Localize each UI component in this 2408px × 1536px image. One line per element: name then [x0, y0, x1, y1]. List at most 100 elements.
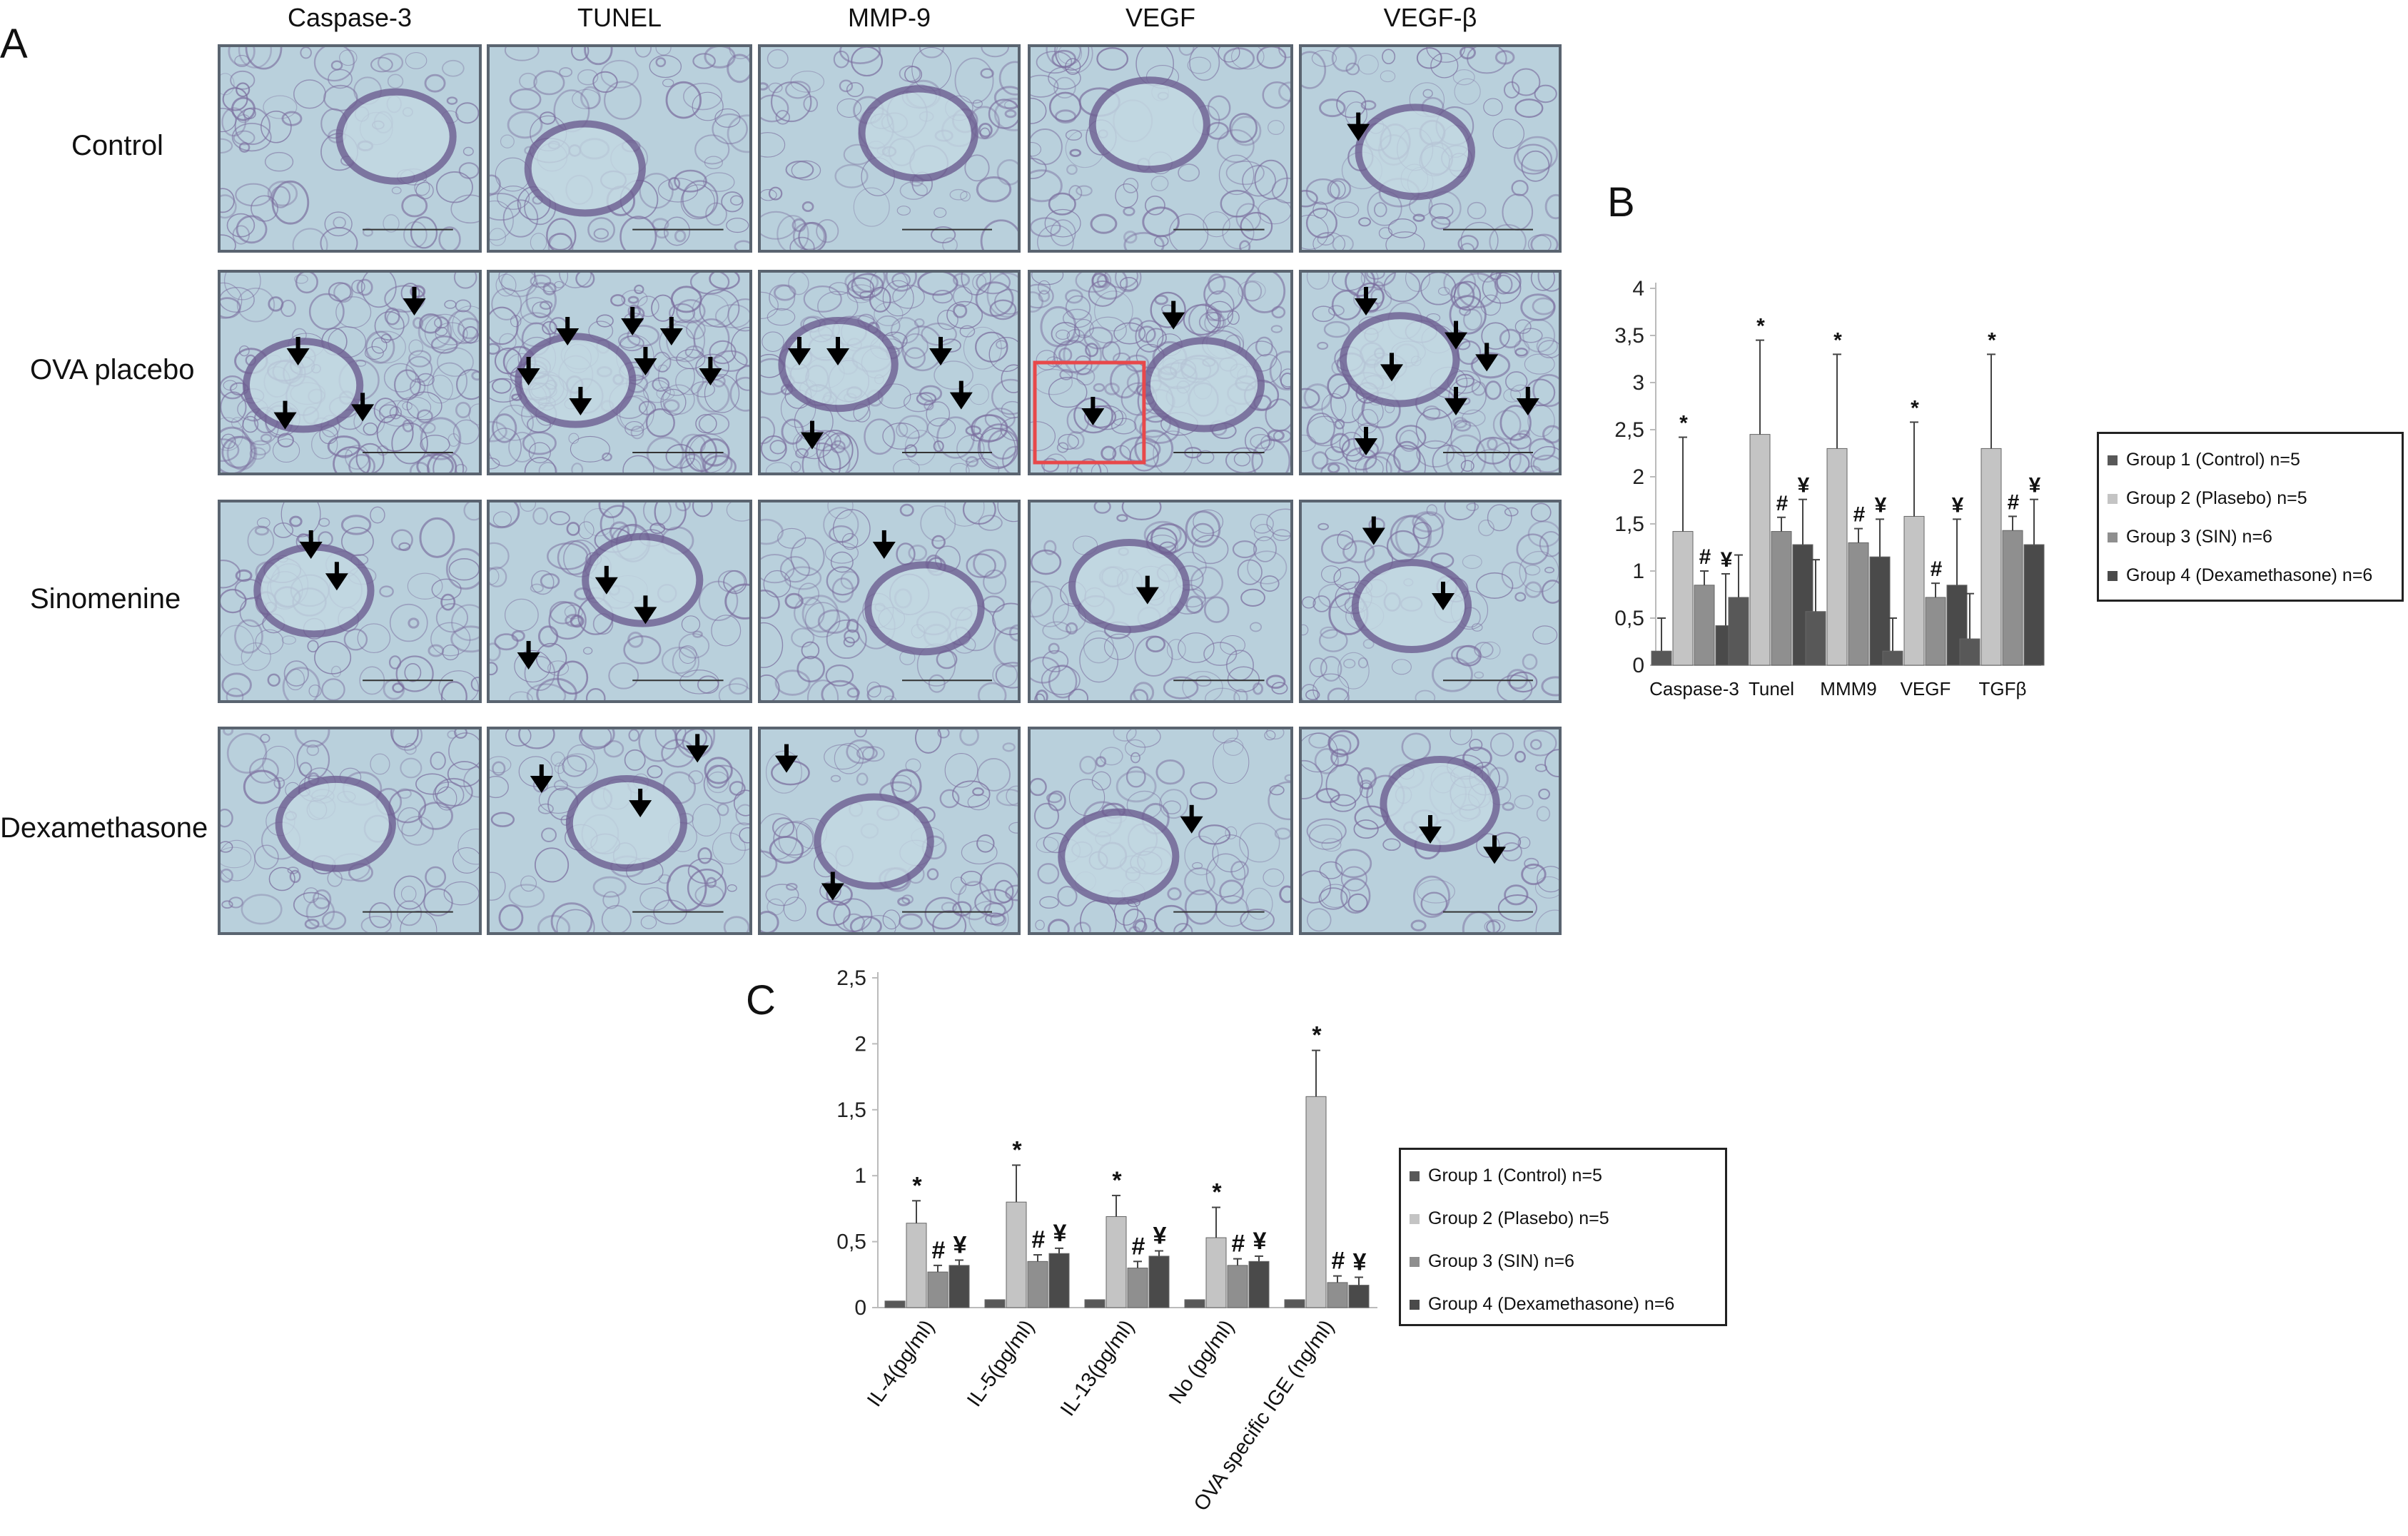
tissue-cell — [490, 228, 507, 246]
tissue-cell — [233, 130, 256, 146]
tissue-cell — [1068, 688, 1089, 700]
tissue-cell — [1048, 642, 1060, 655]
tissue-cell — [692, 91, 724, 121]
tissue-cell — [598, 502, 624, 519]
bar-vegf-group3 — [1925, 597, 1946, 666]
tissue-cell — [1042, 650, 1069, 672]
bar-caspase-3-group1 — [1651, 650, 1672, 666]
arrow-icon — [1516, 387, 1539, 415]
tissue-cell — [438, 670, 479, 700]
bar-vegf-group1 — [1882, 650, 1903, 666]
legend-swatch — [1410, 1256, 1420, 1267]
tissue-cell — [223, 273, 261, 300]
tissue-cell — [221, 808, 233, 828]
tissue-cell — [495, 273, 517, 297]
tissue-cell — [300, 47, 312, 59]
tissue-cell — [1104, 633, 1134, 660]
y-tick-label: 3 — [1632, 371, 1644, 395]
tissue-cell — [295, 273, 318, 294]
tissue-cell — [899, 503, 914, 517]
tissue-cell — [1031, 421, 1056, 452]
tissue-cell — [1514, 348, 1528, 357]
tissue-cell — [959, 729, 979, 747]
tissue-cell — [1065, 129, 1083, 141]
tissue-cell — [792, 222, 826, 250]
tissue-cell — [260, 733, 270, 743]
tissue-cell — [1429, 203, 1454, 219]
tissue-cell — [1327, 729, 1360, 756]
tissue-cell — [624, 749, 646, 771]
significance-marker: * — [1911, 396, 1919, 420]
tissue-cell — [669, 303, 696, 323]
airway-wall — [515, 333, 637, 428]
tissue-cell — [554, 762, 565, 774]
tissue-cell — [1478, 519, 1494, 537]
tissue-cell — [844, 629, 860, 644]
significance-marker: ¥ — [1053, 1220, 1067, 1247]
tissue-cell — [221, 672, 252, 697]
tissue-cell — [1066, 164, 1078, 176]
tissue-cell — [801, 201, 814, 212]
tissue-cell — [504, 47, 540, 61]
tissue-cell — [1262, 81, 1290, 109]
tissue-cell — [492, 761, 506, 777]
significance-marker: ¥ — [1353, 1248, 1367, 1275]
tissue-cell — [1462, 555, 1482, 570]
x-category-label: IL-13(pg/ml) — [1056, 1316, 1139, 1420]
tissue-cell — [1492, 118, 1524, 149]
tissue-cell — [289, 515, 303, 527]
tissue-cell — [790, 71, 825, 93]
tissue-cell — [419, 313, 442, 334]
tissue-cell — [1504, 507, 1519, 517]
tissue-cell — [964, 154, 990, 182]
tissue-cell — [1218, 154, 1255, 196]
tissue-cell — [704, 156, 723, 170]
tissue-cell — [1207, 95, 1231, 121]
tissue-cell — [400, 911, 437, 932]
tissue-cell — [221, 282, 243, 319]
arrow-icon — [517, 641, 540, 670]
tissue-cell — [1031, 158, 1047, 180]
tissue-cell — [816, 219, 839, 243]
tissue-cell — [1091, 771, 1111, 791]
tissue-cell — [415, 773, 450, 795]
tissue-cell — [490, 542, 510, 570]
tissue-cell — [1253, 524, 1274, 542]
significance-marker: # — [1132, 1233, 1145, 1260]
tissue-cell — [580, 86, 601, 110]
tissue-cell — [1006, 785, 1018, 807]
tissue-cell — [899, 913, 924, 930]
tissue-cell — [452, 847, 479, 874]
tissue-cell — [627, 631, 644, 648]
tissue-cell — [1054, 47, 1090, 71]
tissue-cell — [393, 369, 421, 400]
tissue-cell — [834, 742, 864, 774]
tissue-cell — [926, 401, 951, 427]
bar-caspase-3-group3 — [1694, 585, 1715, 666]
tissue-cell — [1335, 849, 1372, 879]
tissue-cell — [824, 744, 861, 770]
tissue-cell — [518, 729, 555, 749]
tissue-cell — [773, 822, 814, 856]
tissue-cell — [1312, 595, 1331, 612]
tissue-cell — [1489, 273, 1502, 281]
bar-mmm9-group2 — [1826, 448, 1848, 666]
tissue-cell — [1113, 322, 1146, 345]
tissue-cell — [927, 418, 956, 439]
tissue-cell — [934, 360, 973, 390]
tissue-cell — [619, 395, 654, 432]
tissue-cell — [723, 916, 749, 932]
tissue-cell — [440, 593, 456, 611]
tissue-cell — [1123, 178, 1139, 193]
tissue-cell — [817, 443, 851, 473]
panel-b-bar-chart: 0 0,5 1 1,5 2 2,5 3 3,5 4 * # ¥ Caspase-3 * # ¥ Tunel * # ¥… — [1614, 277, 2045, 699]
arrow-icon — [1475, 343, 1499, 372]
tissue-cell — [289, 869, 301, 884]
tissue-cell — [283, 660, 309, 687]
tissue-cell — [1305, 178, 1340, 205]
tissue-cell — [389, 603, 428, 642]
tissue-cell — [294, 729, 330, 748]
x-category-label: No (pg/ml) — [1165, 1316, 1239, 1408]
tissue-cell — [1232, 540, 1258, 559]
tissue-cell — [704, 757, 733, 784]
